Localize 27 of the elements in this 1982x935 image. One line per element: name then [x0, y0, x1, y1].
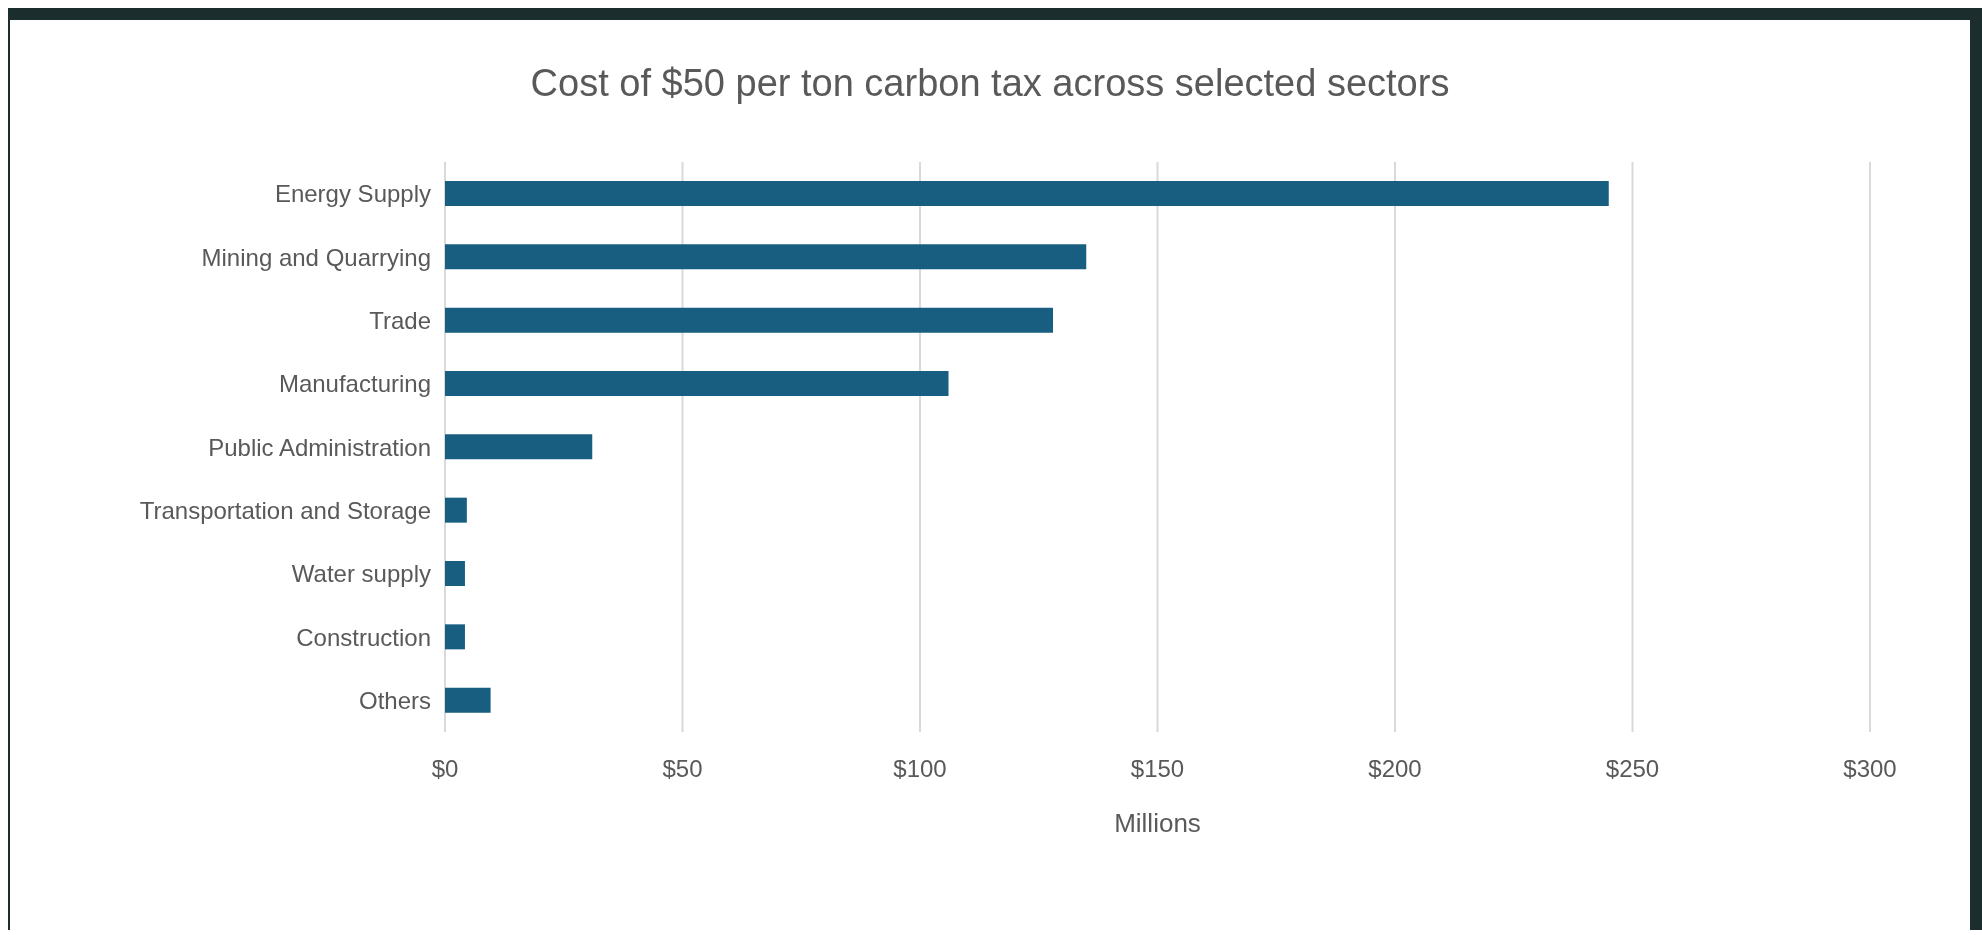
y-tick-label: Transportation and Storage	[139, 496, 431, 524]
x-tick-label: $300	[1843, 755, 1897, 783]
bar	[445, 371, 949, 396]
bar	[445, 561, 465, 586]
bar	[445, 497, 467, 523]
x-axis-title: Millions	[1114, 808, 1201, 838]
bar	[445, 624, 465, 650]
x-tick-label: $0	[431, 755, 459, 783]
bar	[445, 307, 1053, 333]
x-tick-label: $150	[1130, 755, 1185, 783]
y-tick-label: Energy Supply	[274, 180, 431, 208]
y-tick-label: Trade	[369, 306, 431, 334]
bar	[445, 434, 593, 460]
y-tick-label: Water supply	[291, 560, 431, 588]
x-tick-label: $200	[1368, 755, 1422, 783]
bar	[445, 181, 1609, 206]
y-tick-label: Construction	[296, 623, 431, 651]
y-tick-label: Mining and Quarrying	[201, 243, 431, 271]
y-tick-label: Public Administration	[208, 433, 431, 461]
x-tick-label: $50	[662, 755, 703, 783]
x-tick-label: $250	[1605, 755, 1660, 783]
bar	[445, 244, 1087, 270]
chart-title: Cost of $50 per ton carbon tax across selected sectors	[529, 61, 1451, 106]
x-tick-label: $100	[893, 755, 947, 783]
y-tick-label: Others	[358, 686, 431, 714]
bar	[445, 687, 491, 713]
y-tick-label: Manufacturing	[278, 370, 431, 398]
